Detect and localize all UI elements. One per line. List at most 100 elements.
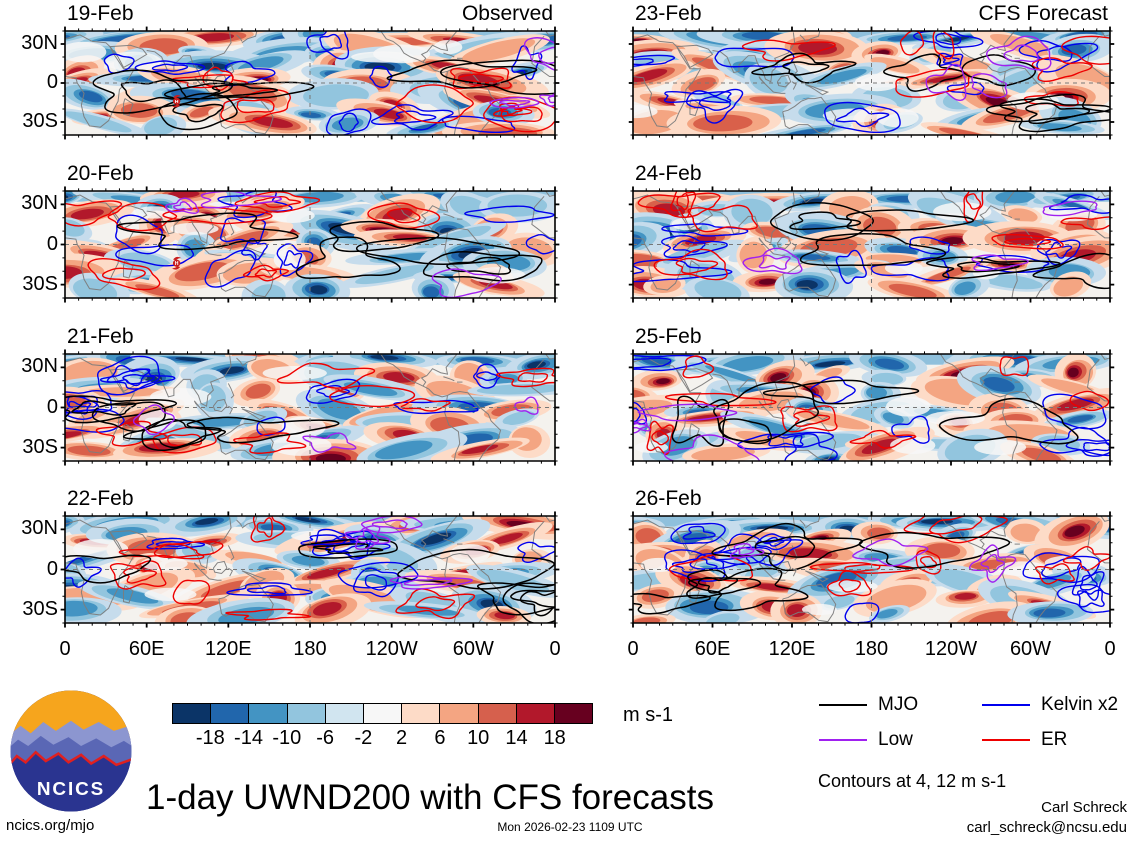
logo-red-ridgeline [10, 750, 132, 767]
logo-ridge-front [10, 752, 132, 812]
x-axis-tick-label: 0 [59, 638, 71, 660]
x-axis-tick-label: 120W [924, 638, 978, 660]
contour-legend: MJO Low Kelvin x2 ER [819, 694, 1118, 751]
figure-title: 1-day UWND200 with CFS forecasts [146, 778, 714, 817]
x-axis-tick-label: 180 [854, 638, 889, 660]
panel-source-label: CFS Forecast [978, 2, 1108, 25]
colorbar-segment [554, 704, 593, 723]
colorbar-segment [363, 704, 403, 723]
map-panel-21-feb [65, 354, 555, 461]
y-axis-tick-label: 30S [22, 273, 58, 295]
map-panel-26-feb [633, 516, 1110, 623]
legend-item-kelvin-x2: Kelvin x2 [982, 694, 1118, 716]
legend-label: Low [878, 729, 913, 750]
ncics-logo: NCICS [10, 690, 132, 812]
author-email: carl_schreck@ncsu.edu [966, 819, 1127, 836]
panel-source-label: Observed [461, 2, 553, 25]
legend-label: ER [1041, 729, 1068, 750]
x-axis-tick-label: 60E [694, 638, 731, 660]
colorbar-tick-label: -14 [234, 727, 263, 749]
colorbar-tick-label: 18 [543, 727, 566, 749]
panel-title-row: 25-Feb [635, 325, 1108, 348]
colorbar-segment [478, 704, 517, 723]
panel-date-label: 19-Feb [67, 2, 134, 25]
colorbar-segment [287, 704, 326, 723]
colorbar-segment [211, 704, 250, 723]
x-axis-tick-label: 120E [768, 638, 816, 660]
panel-title-row: 26-Feb [635, 487, 1108, 510]
legend-line-mjo [819, 704, 867, 706]
map-panel-24-feb [633, 191, 1110, 298]
colorbar-segment [402, 704, 441, 723]
map-panel-25-feb [633, 354, 1110, 461]
legend-label: MJO [878, 694, 919, 715]
tropical-cyclone-icon: H [171, 94, 182, 108]
y-axis-tick-label: 0 [46, 558, 58, 580]
colorbar-segment [325, 704, 364, 723]
colorbar-tick-label: 6 [434, 727, 446, 749]
panel-title-row: 20-Feb [67, 162, 553, 185]
svg-text:H: H [175, 261, 179, 267]
map-panel-20-feb: H [65, 191, 555, 298]
x-axis-tick-label: 60W [452, 638, 494, 660]
timestamp: Mon 2026-02-23 1109 UTC [497, 820, 643, 834]
colorbar-units: m s-1 [623, 704, 673, 726]
panel-title-row: 21-Feb [67, 325, 553, 348]
x-axis-tick-label: 60W [1009, 638, 1052, 660]
colorbar [172, 703, 593, 724]
y-axis-tick-label: 30N [21, 517, 58, 539]
map-panel-23-feb [633, 31, 1110, 135]
y-axis-tick-label: 30S [22, 110, 58, 132]
logo-text: NCICS [37, 779, 105, 800]
colorbar-segment [249, 704, 288, 723]
colorbar-segment [440, 704, 479, 723]
svg-text:H: H [175, 99, 179, 105]
panel-title-row: 19-Feb Observed [67, 2, 553, 25]
y-axis-tick-label: 0 [46, 71, 58, 93]
x-axis-tick-label: 0 [627, 638, 639, 660]
legend-line-kelvin-x2 [982, 704, 1030, 706]
y-axis-tick-label: 30S [22, 598, 58, 620]
colorbar-tick-label: 10 [467, 727, 490, 749]
tropical-cyclone-icon: H [171, 256, 182, 270]
panel-title-row: 22-Feb [67, 487, 553, 510]
colorbar-tick-label: -18 [195, 727, 225, 749]
author-name: Carl Schreck [1041, 799, 1127, 816]
panel-date-label: 26-Feb [635, 487, 702, 510]
x-axis-tick-label: 0 [549, 638, 561, 660]
x-axis-tick-label: 60E [128, 638, 165, 660]
y-axis-tick-label: 30N [21, 355, 58, 377]
colorbar-tick-label: -6 [316, 727, 334, 749]
colorbar-tick-label: -2 [354, 727, 373, 749]
colorbar-tick-label: 2 [396, 727, 408, 749]
legend-item-low: Low [819, 729, 982, 751]
colorbar-segment [516, 704, 555, 723]
x-axis-tick-label: 120E [204, 638, 252, 660]
site-url: ncics.org/mjo [6, 817, 95, 834]
colorbar-tick-label: -10 [272, 727, 302, 749]
panel-date-label: 25-Feb [635, 325, 702, 348]
panel-title-row: 23-Feb CFS Forecast [635, 2, 1108, 25]
contour-levels-note: Contours at 4, 12 m s-1 [818, 771, 1007, 791]
colorbar-tick-label: 14 [505, 727, 528, 749]
y-axis-tick-label: 30N [21, 32, 58, 54]
y-axis-tick-label: 0 [46, 396, 58, 418]
map-panel-22-feb [65, 516, 555, 623]
legend-item-mjo: MJO [819, 694, 982, 716]
y-axis-tick-label: 30N [21, 192, 58, 214]
y-axis-tick-label: 0 [46, 233, 58, 255]
legend-line-er [982, 739, 1030, 741]
legend-line-low [819, 739, 867, 741]
x-axis-tick-label: 0 [1104, 638, 1116, 660]
legend-label: Kelvin x2 [1041, 694, 1119, 715]
panel-date-label: 24-Feb [635, 162, 702, 185]
x-axis-tick-label: 180 [293, 638, 327, 660]
panel-date-label: 23-Feb [635, 2, 702, 25]
panel-date-label: 20-Feb [67, 162, 134, 185]
y-axis-tick-label: 30S [22, 436, 58, 458]
legend-item-er: ER [982, 729, 1118, 751]
x-axis-tick-label: 120W [365, 638, 418, 660]
map-panel-19-feb: H [65, 31, 555, 135]
panel-date-label: 21-Feb [67, 325, 134, 348]
